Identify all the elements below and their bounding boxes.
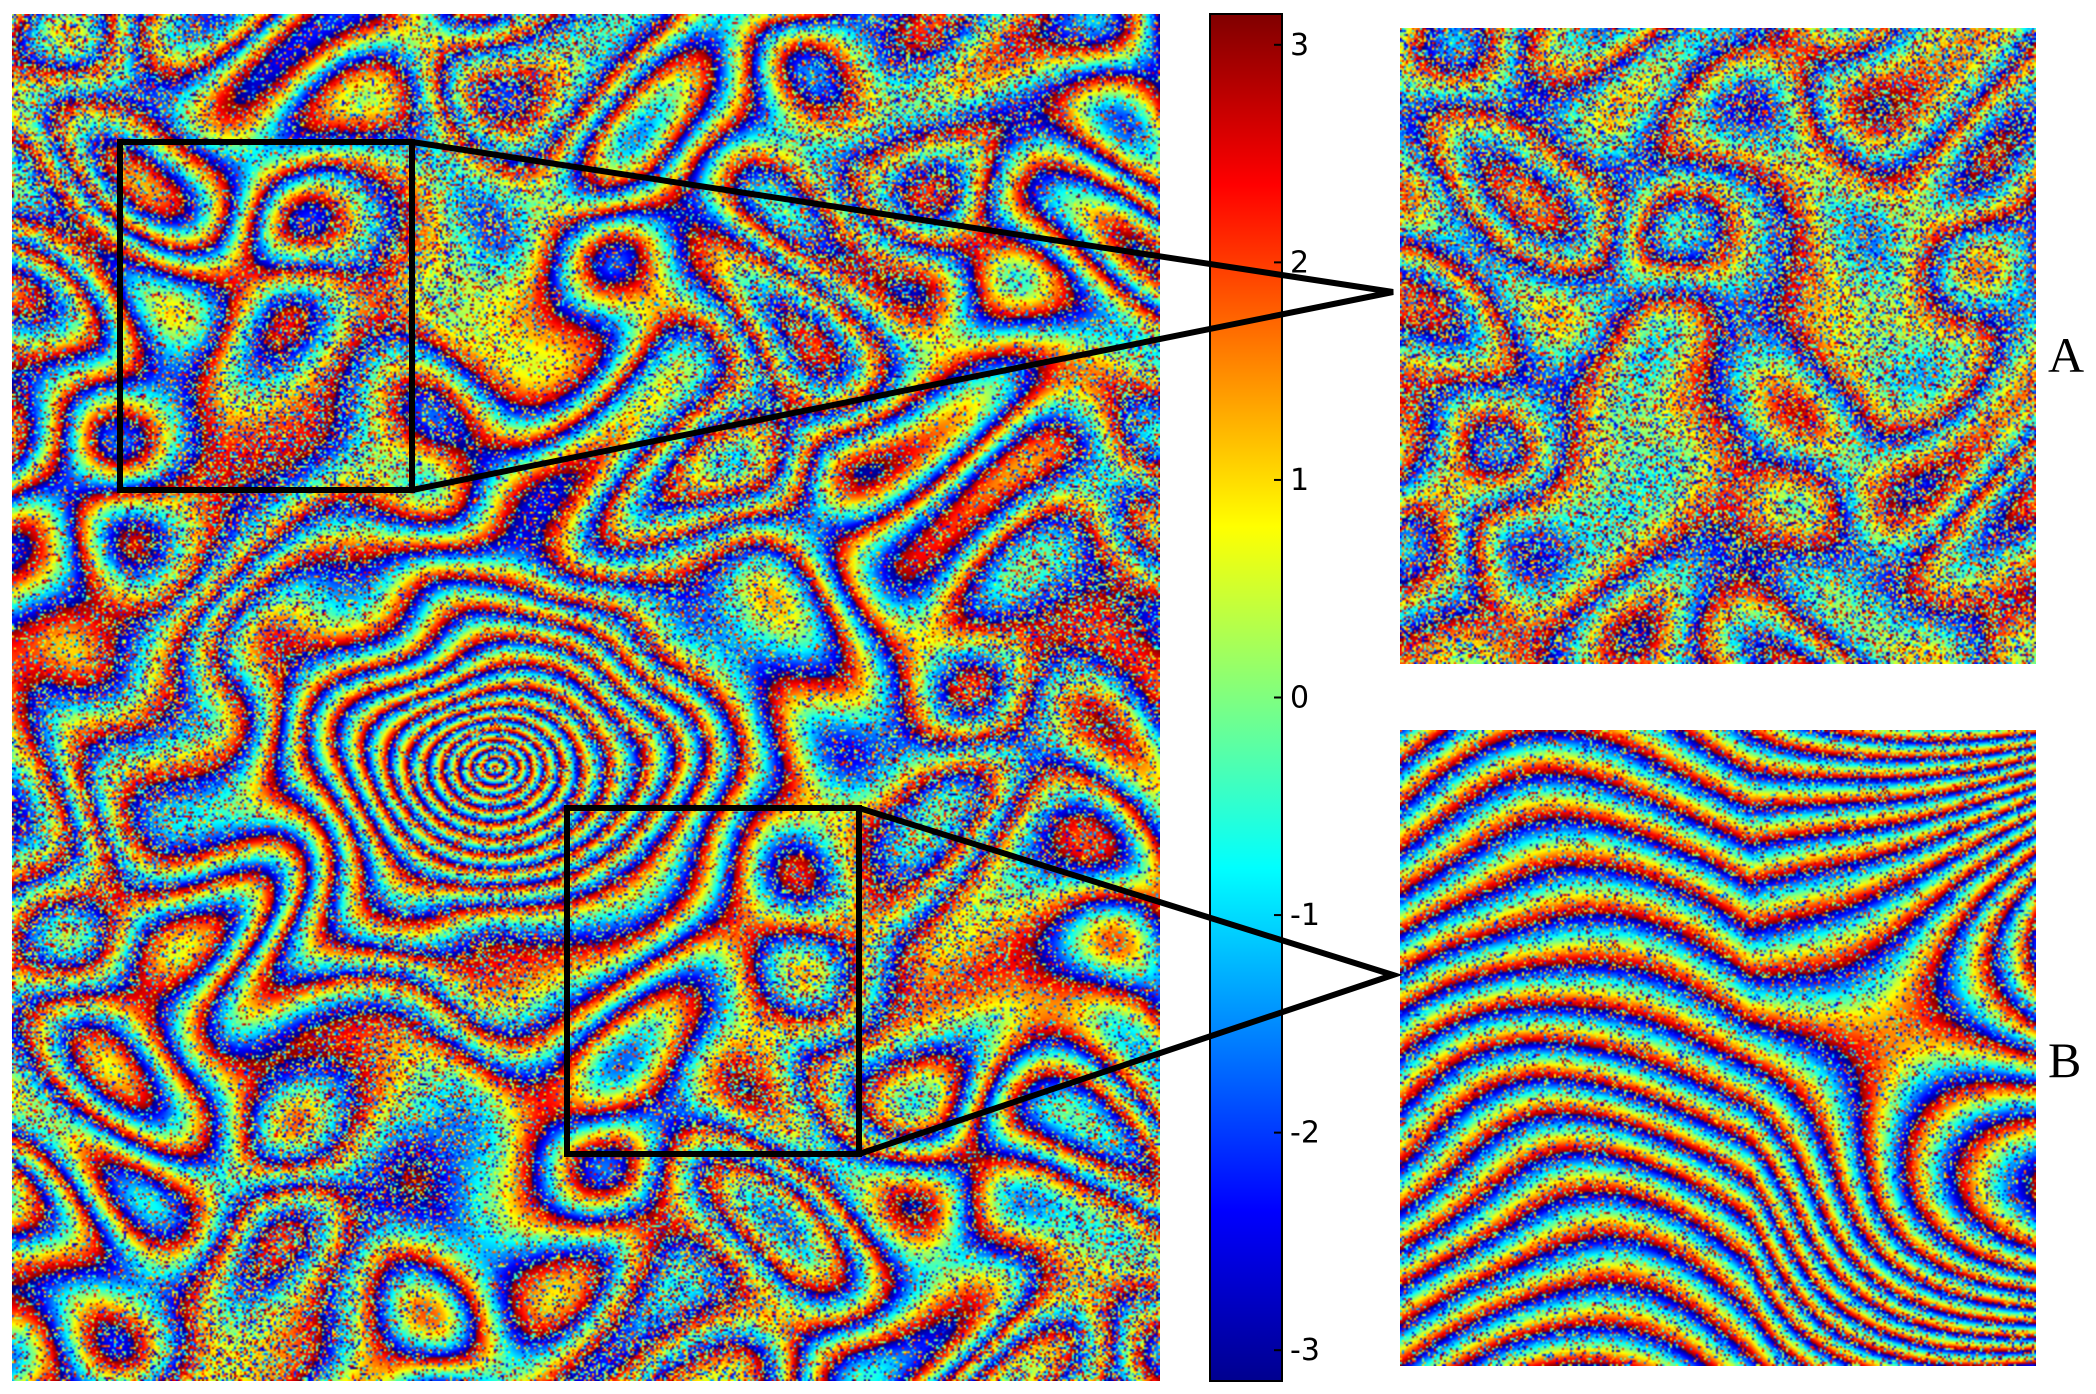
- inset-label-a: A: [2048, 327, 2085, 383]
- colorbar-tick-label: -3: [1290, 1333, 1320, 1368]
- colorbar-gradient: [1209, 13, 1283, 1382]
- colorbar: 3 2 1 0 -1 -2 -3: [1209, 13, 1320, 1382]
- inset-a-image: [1400, 28, 2036, 664]
- colorbar-tick-label: 3: [1290, 28, 1309, 63]
- inset-label-b: B: [2048, 1032, 2082, 1088]
- colorbar-tick-label: -1: [1290, 898, 1320, 933]
- colorbar-tick-label: 0: [1290, 681, 1309, 716]
- colorbar-tick-label: 2: [1290, 245, 1309, 280]
- colorbar-tick-label: 1: [1290, 463, 1309, 498]
- inset-b-image: [1400, 730, 2036, 1366]
- main-interferogram-image: [12, 14, 1160, 1381]
- colorbar-tick-label: -2: [1290, 1116, 1320, 1151]
